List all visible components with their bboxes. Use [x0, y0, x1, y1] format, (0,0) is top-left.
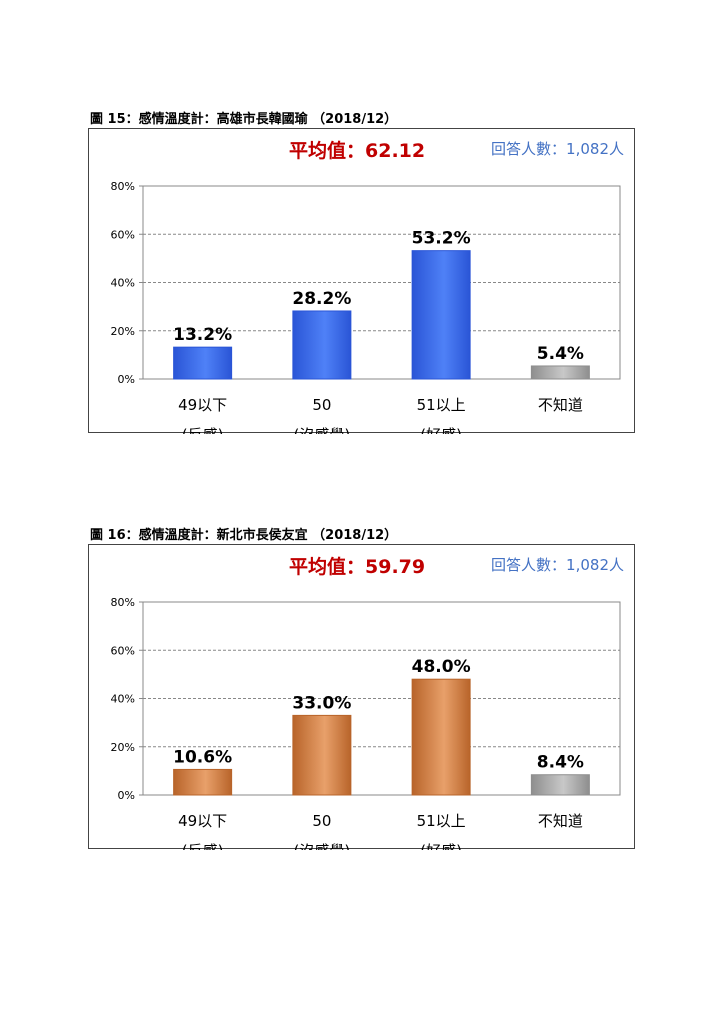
average-value: 平均值：62.12: [289, 140, 426, 162]
category-label: 50: [312, 396, 331, 414]
bar: [530, 365, 590, 380]
bar: [411, 250, 471, 380]
y-tick-label: 0%: [118, 789, 135, 802]
average-value: 平均值：59.79: [289, 556, 426, 578]
category-label: 51以上: [417, 396, 466, 414]
y-tick-label: 0%: [118, 373, 135, 386]
figure-title-16: 圖 16：感情溫度計：新北市長侯友宜 （2018/12）: [90, 528, 398, 543]
category-label: 不知道: [538, 812, 583, 830]
y-tick-label: 60%: [111, 228, 135, 241]
y-tick-label: 20%: [111, 741, 135, 754]
data-label: 48.0%: [412, 657, 471, 677]
data-label: 10.6%: [173, 747, 232, 767]
category-label: 49以下: [178, 812, 227, 830]
y-tick-label: 80%: [111, 596, 135, 609]
bar: [530, 774, 590, 796]
category-sublabel: (沒感覺): [294, 842, 351, 850]
bar: [292, 714, 352, 796]
category-label: 49以下: [178, 396, 227, 414]
data-label: 33.0%: [292, 693, 351, 713]
y-tick-label: 40%: [111, 693, 135, 706]
bar-chart-16: 0% 20% 40% 60% 80% 10.6% 49以下 (反感) 33.0% 50 (沒感覺) 4…: [111, 596, 621, 850]
respondent-count: 回答人數：1,082人: [491, 140, 624, 158]
category-sublabel: (好感): [420, 426, 462, 434]
chart-panel-16: 平均值：59.79 回答人數：1,082人 0% 20% 40% 60% 80% 10.6…: [88, 544, 635, 850]
category-label: 50: [312, 812, 331, 830]
category-sublabel: (好感): [420, 842, 462, 850]
category-label: 51以上: [417, 812, 466, 830]
y-tick-label: 60%: [111, 644, 135, 657]
category-sublabel: (反感): [182, 842, 224, 850]
bar-chart-15: 0% 20% 40% 60% 80% 13.2% 49以下 (反感) 28.2% 50 (沒感覺) 5…: [111, 180, 621, 434]
bar: [173, 346, 233, 380]
data-label: 5.4%: [537, 344, 584, 364]
y-tick-label: 80%: [111, 180, 135, 193]
data-label: 28.2%: [292, 289, 351, 309]
y-tick-label: 20%: [111, 325, 135, 338]
data-label: 13.2%: [173, 325, 232, 345]
bar: [411, 678, 471, 796]
figure-title-15: 圖 15：感情溫度計：高雄市長韓國瑜 （2018/12）: [90, 112, 398, 127]
bar: [292, 310, 352, 380]
bar: [173, 768, 233, 796]
respondent-count: 回答人數：1,082人: [491, 556, 624, 574]
y-tick-label: 40%: [111, 277, 135, 290]
chart-panel-15: 平均值：62.12 回答人數：1,082人 0% 20% 40% 60% 80% 13.2…: [88, 128, 635, 434]
category-sublabel: (沒感覺): [294, 426, 351, 434]
category-label: 不知道: [538, 396, 583, 414]
data-label: 53.2%: [412, 229, 471, 249]
data-label: 8.4%: [537, 753, 584, 773]
category-sublabel: (反感): [182, 426, 224, 434]
